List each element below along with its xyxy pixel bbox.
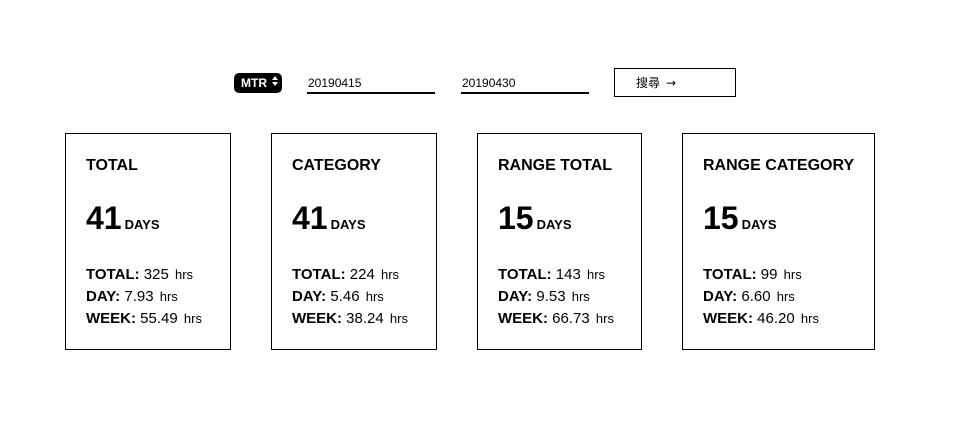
card-days: 15 DAYS bbox=[703, 200, 777, 237]
start-date-input[interactable] bbox=[307, 74, 435, 94]
card-stats: TOTAL: 224 hrs DAY: 5.46 hrs WEEK: 38.24… bbox=[292, 264, 408, 330]
stat-total: TOTAL: 224 hrs bbox=[292, 266, 400, 283]
category-select[interactable]: MTR bbox=[234, 73, 282, 93]
stat-total: TOTAL: 325 hrs bbox=[86, 266, 194, 283]
days-unit: DAYS bbox=[741, 217, 777, 232]
search-button[interactable]: 搜尋 → bbox=[614, 68, 736, 97]
card-title: CATEGORY bbox=[292, 157, 381, 174]
days-unit: DAYS bbox=[124, 217, 160, 232]
card-days: 41 DAYS bbox=[292, 200, 366, 237]
days-value: 41 bbox=[292, 200, 328, 236]
stat-day: DAY: 9.53 hrs bbox=[498, 288, 590, 305]
days-unit: DAYS bbox=[536, 217, 572, 232]
range-category-card: RANGE CATEGORY 15 DAYS TOTAL: 99 hrs DAY:… bbox=[682, 133, 875, 350]
stat-week: WEEK: 55.49 hrs bbox=[86, 310, 202, 327]
select-arrows-icon bbox=[272, 76, 278, 86]
days-value: 15 bbox=[498, 200, 534, 236]
range-total-card: RANGE TOTAL 15 DAYS TOTAL: 143 hrs DAY: 9… bbox=[477, 133, 642, 350]
card-stats: TOTAL: 99 hrs DAY: 6.60 hrs WEEK: 46.20 … bbox=[703, 264, 819, 330]
stat-total: TOTAL: 99 hrs bbox=[703, 266, 802, 283]
days-value: 15 bbox=[703, 200, 739, 236]
stat-total: TOTAL: 143 hrs bbox=[498, 266, 606, 283]
arrow-right-icon: → bbox=[666, 75, 677, 90]
card-title: TOTAL bbox=[86, 157, 138, 174]
days-unit: DAYS bbox=[330, 217, 366, 232]
card-stats: TOTAL: 143 hrs DAY: 9.53 hrs WEEK: 66.73… bbox=[498, 264, 614, 330]
card-title: RANGE CATEGORY bbox=[703, 157, 855, 174]
category-card: CATEGORY 41 DAYS TOTAL: 224 hrs DAY: 5.46… bbox=[271, 133, 437, 350]
card-days: 15 DAYS bbox=[498, 200, 572, 237]
stat-day: DAY: 5.46 hrs bbox=[292, 288, 384, 305]
stat-week: WEEK: 66.73 hrs bbox=[498, 310, 614, 327]
end-date-input[interactable] bbox=[461, 74, 589, 94]
stat-week: WEEK: 46.20 hrs bbox=[703, 310, 819, 327]
stat-day: DAY: 7.93 hrs bbox=[86, 288, 178, 305]
card-title: RANGE TOTAL bbox=[498, 157, 613, 174]
stat-day: DAY: 6.60 hrs bbox=[703, 288, 795, 305]
days-value: 41 bbox=[86, 200, 122, 236]
stat-week: WEEK: 38.24 hrs bbox=[292, 310, 408, 327]
search-button-label: 搜尋 bbox=[636, 76, 661, 90]
total-card: TOTAL 41 DAYS TOTAL: 325 hrs DAY: 7.93 hr… bbox=[65, 133, 231, 350]
card-days: 41 DAYS bbox=[86, 200, 160, 237]
category-select-value: MTR bbox=[241, 76, 267, 90]
card-stats: TOTAL: 325 hrs DAY: 7.93 hrs WEEK: 55.49… bbox=[86, 264, 202, 330]
